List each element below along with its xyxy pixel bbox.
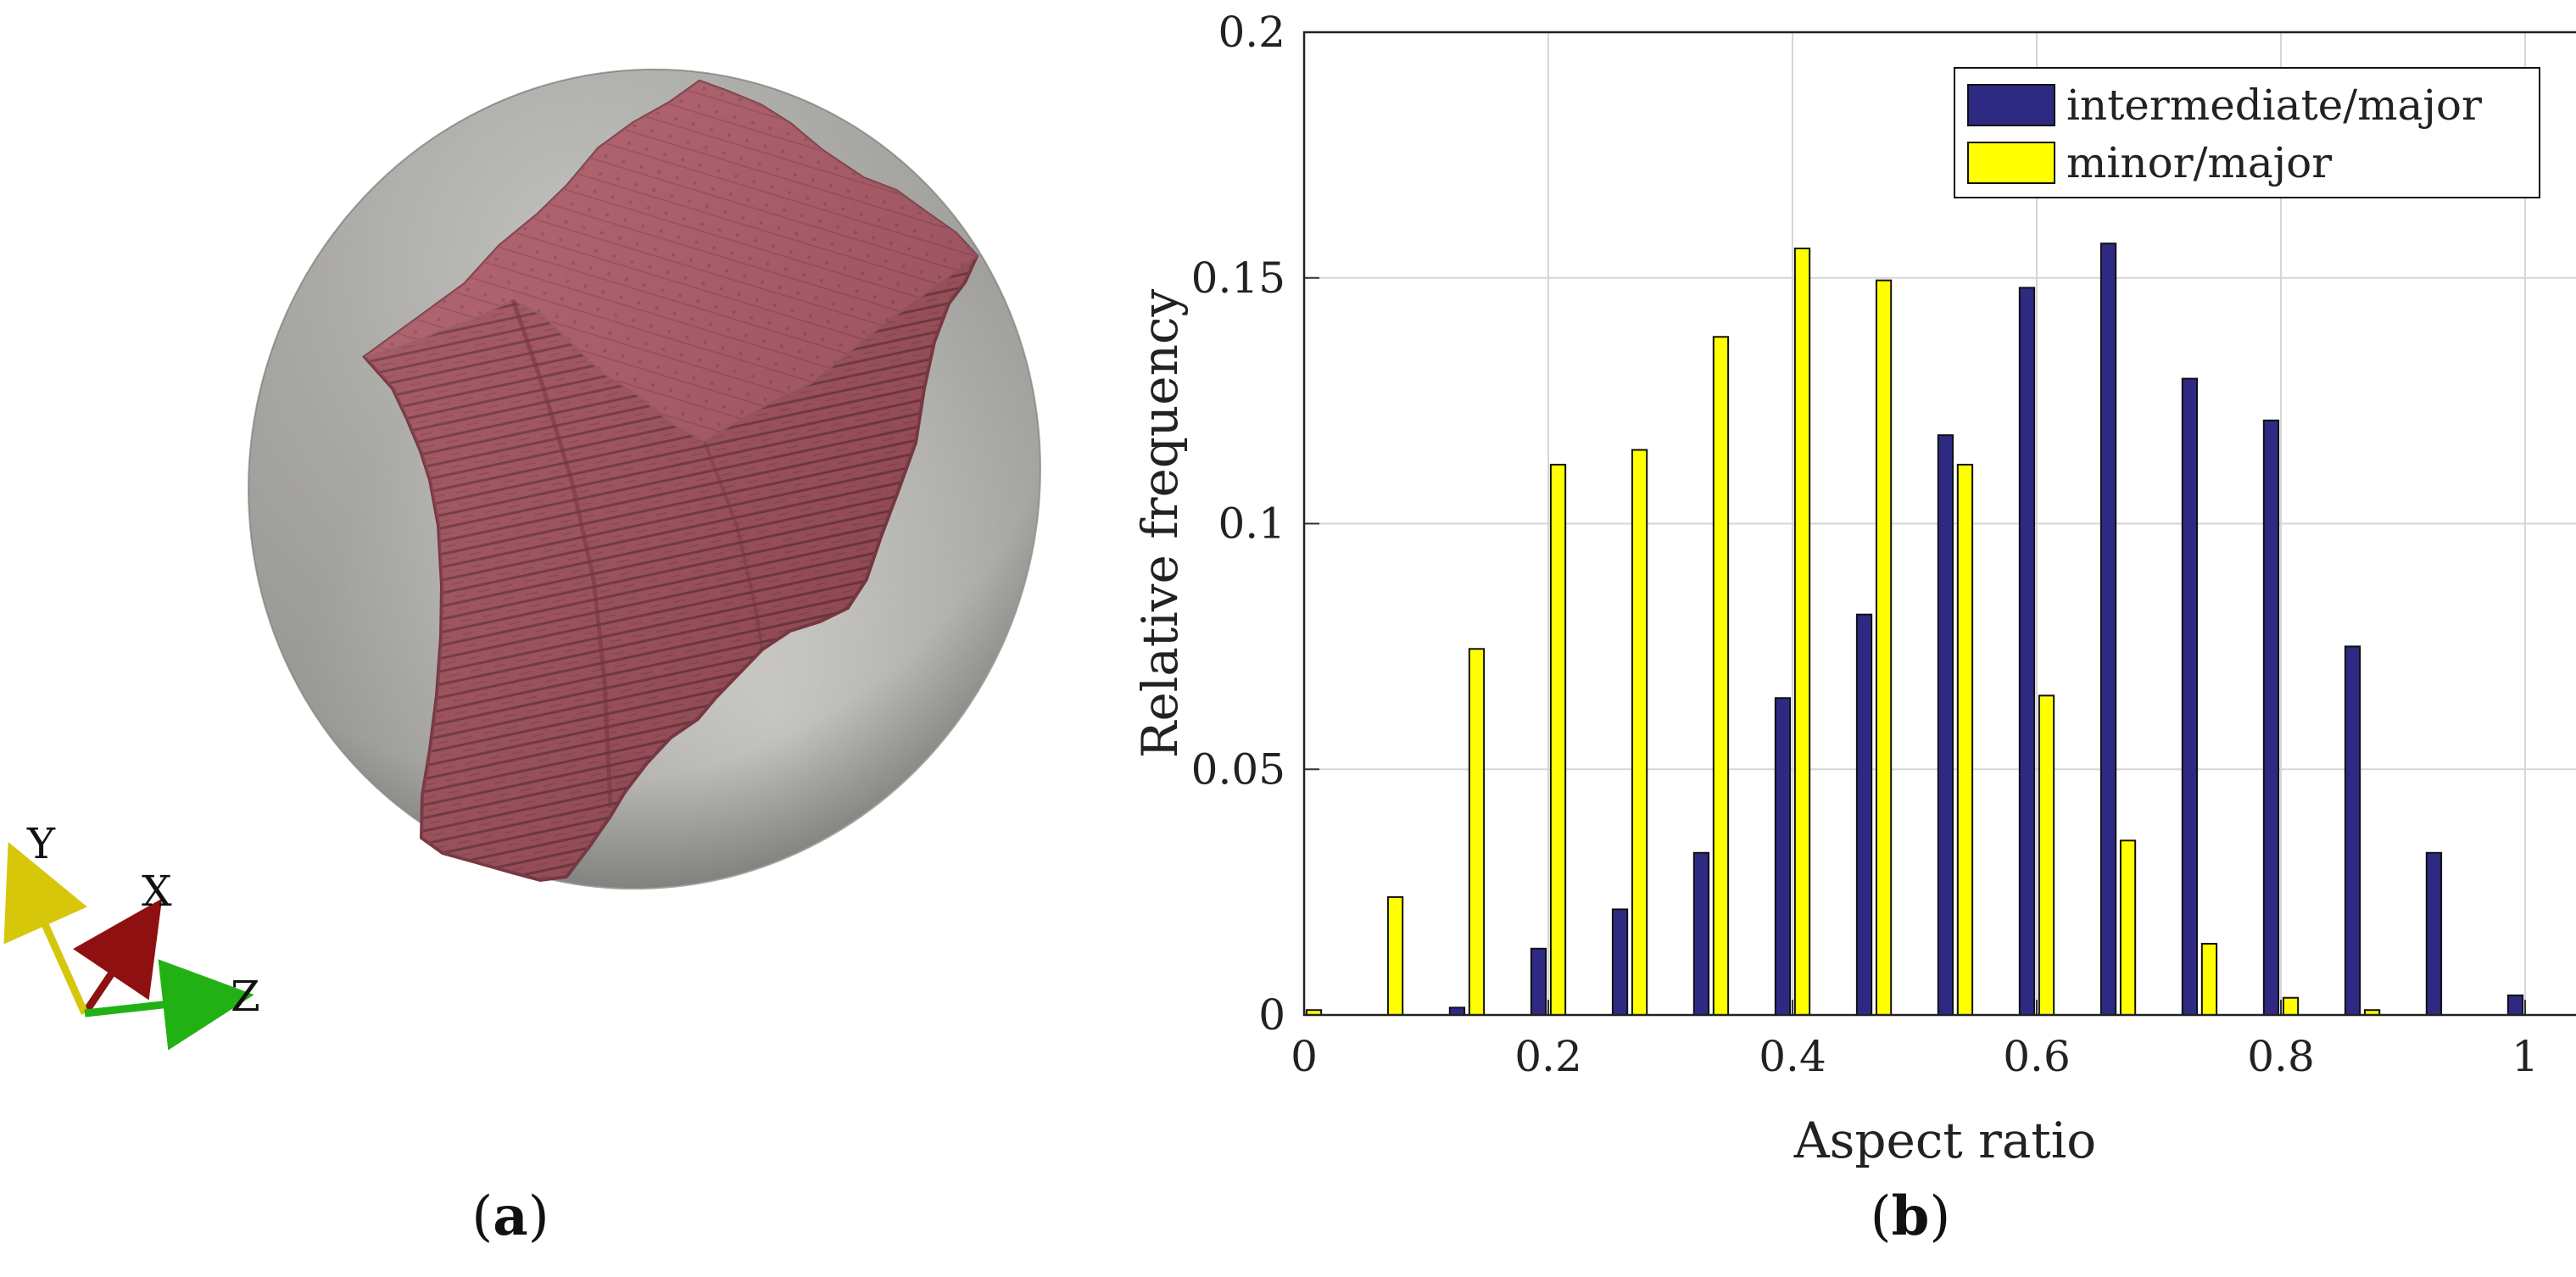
panel-a-caption-close: ) [527,1185,549,1248]
intermediate-major-bar [2344,645,2361,1016]
minor-major-bar [1631,449,1648,1016]
z-axis-arrow [84,959,254,1051]
x-tick-label: 0.8 [2247,1032,2315,1081]
y-tick-label: 0.05 [1191,744,1285,794]
orientation-triad: X Y Z [3,819,260,1051]
grain-inner-ridge [510,299,613,809]
panel-b-caption-letter: b [1891,1185,1930,1248]
minor-major-bar [2038,694,2055,1016]
plot-frame [1302,31,2576,1017]
panel-b-caption: (b) [1851,1183,1970,1251]
intermediate-major-bar [1937,434,1954,1016]
panel-b-caption-close: ) [1929,1185,1951,1248]
z-axis-label: Z [231,972,260,1021]
panel-b-chart: 0 0.2 0.4 0.6 0.8 1 0 0.05 0.1 0.15 0.2 Aspect rati… [1085,0,2576,1179]
panel-a-3d-grain-view: X Y Z [0,0,1085,1102]
x-tick-label: 1 [2512,1032,2539,1081]
x-tick-label: 0.2 [1514,1032,1582,1081]
intermediate-major-bar [1611,908,1629,1016]
intermediate-major-bar [1692,851,1710,1017]
y-axis-arrow [3,841,89,1015]
legend-swatch-intermediate-major [1967,84,2055,126]
minor-major-bar [1875,279,1893,1016]
y-tick-label: 0.2 [1218,8,1285,57]
panel-b-caption-open: ( [1870,1185,1892,1248]
intermediate-major-bar [2506,994,2524,1016]
minor-major-bar [1793,247,1811,1017]
x-axis-label: Aspect ratio [1793,1112,2096,1169]
panel-a-caption-open: ( [471,1185,493,1248]
intermediate-major-bar [1774,697,1792,1016]
minor-major-bar [2282,996,2300,1017]
y-tick-label: 0 [1258,990,1285,1040]
x-tick-label: 0 [1291,1032,1318,1081]
intermediate-major-bar [1855,613,1873,1017]
legend-swatch-minor-major [1967,142,2055,184]
y-tick-label: 0.1 [1218,499,1285,549]
y-axis-label: Y [26,819,56,868]
panel-a-caption-letter: a [493,1185,528,1248]
intermediate-major-bar [1530,947,1547,1016]
minor-major-bar [1549,463,1567,1016]
grain-render-svg: X Y Z [3,68,1041,1051]
legend-label-intermediate-major: intermediate/major [2066,81,2482,130]
grain-inner-ridge-2 [703,441,764,650]
x-axis-arrow [73,898,163,1016]
intermediate-major-bar [1448,1007,1466,1016]
intermediate-major-bar [2181,377,2199,1016]
minor-major-bar [1468,648,1486,1017]
minor-major-bar [1956,463,1974,1016]
panel-a-caption: (a) [451,1183,570,1251]
intermediate-major-bar [2099,243,2117,1016]
minor-major-bar [2119,839,2137,1017]
intermediate-major-bar [2425,851,2443,1017]
minor-major-bar [1712,336,1730,1017]
intermediate-major-bar [2018,287,2036,1016]
y-tick-label: 0.15 [1191,254,1285,303]
x-tick-label: 0.4 [1759,1032,1826,1081]
grain-shade-overlay [365,81,977,880]
y-axis-label: Relative frequency [1131,289,1189,759]
legend-label-minor-major: minor/major [2066,138,2332,187]
x-axis-label: X [142,867,172,916]
aspect-ratio-histogram: 0 0.2 0.4 0.6 0.8 1 0 0.05 0.1 0.15 0.2 Aspect rati… [1131,8,2576,1169]
minor-major-bar [2200,942,2218,1017]
x-tick-label: 0.6 [2003,1032,2071,1081]
intermediate-major-bar [2262,419,2280,1016]
minor-major-bar [1386,895,1404,1017]
